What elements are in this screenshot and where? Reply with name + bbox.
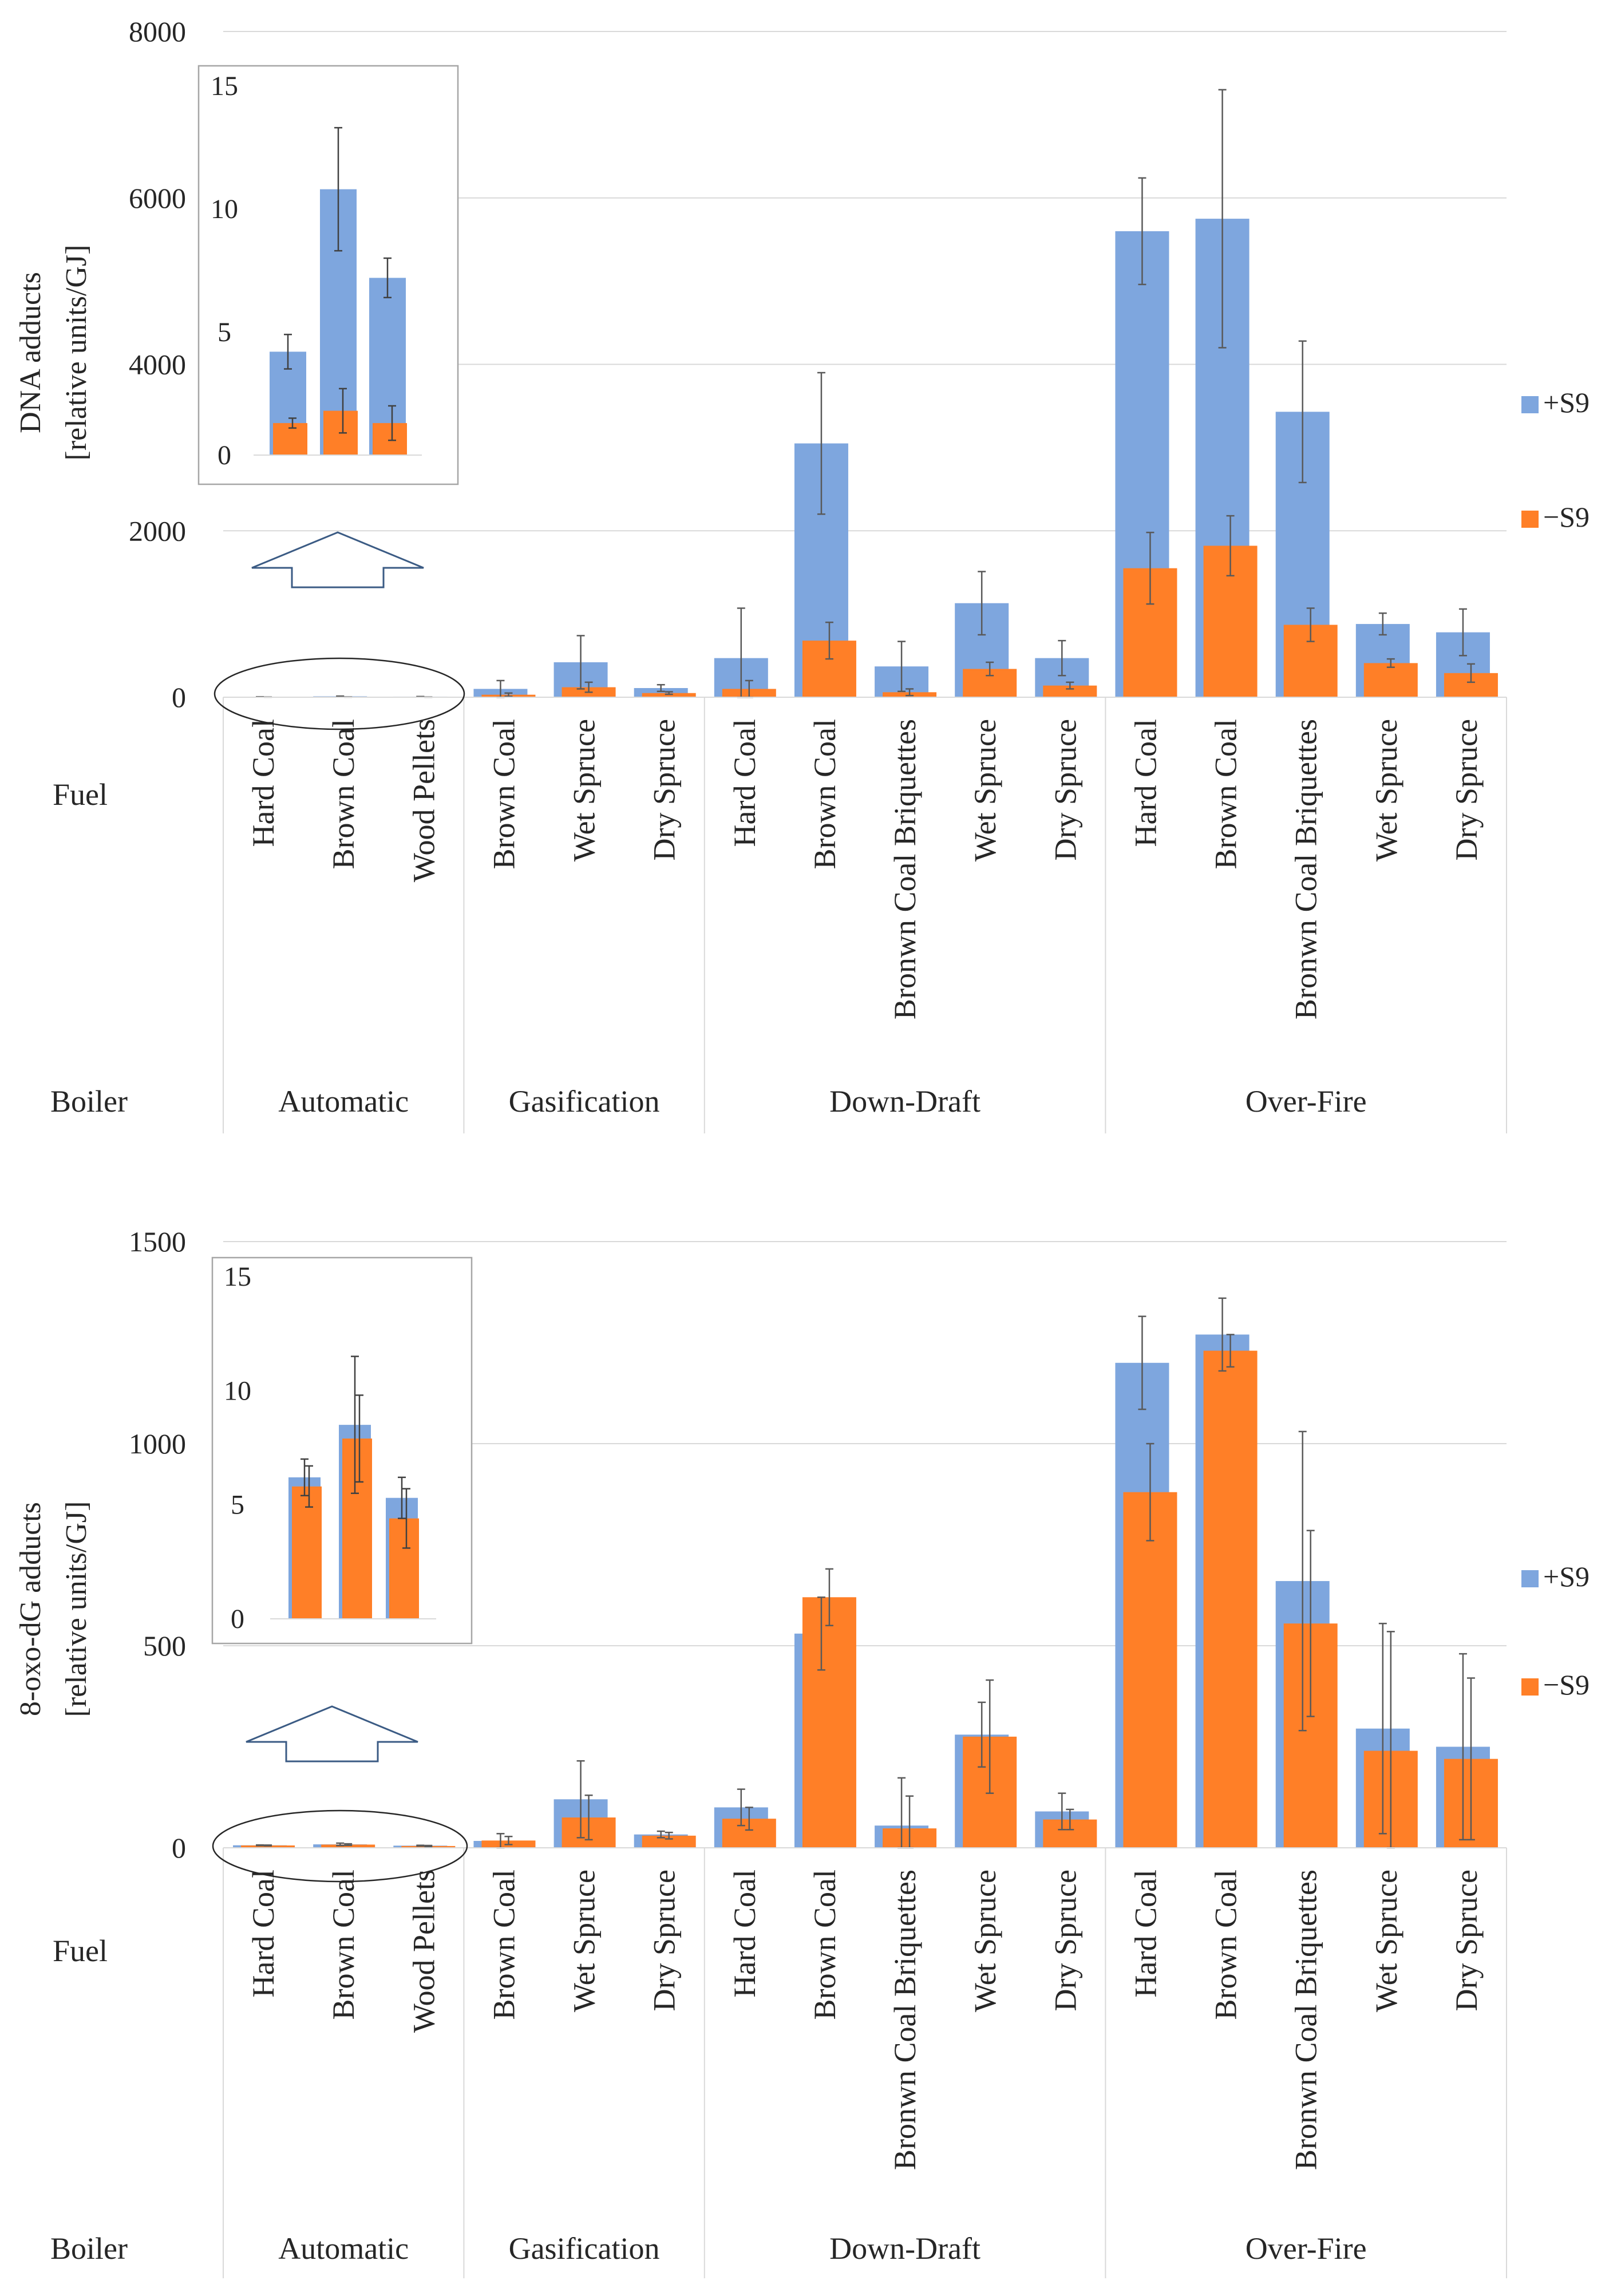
category-label: Brown Coal [326, 1870, 361, 2020]
category-label: Hard Coal [1128, 1870, 1163, 1997]
inset-bar-minus-s9 [389, 1518, 419, 1619]
group-label: Over-Fire [1246, 2231, 1367, 2266]
zoom-ellipse [214, 657, 465, 730]
category-label: Dry Spruce [1449, 1870, 1484, 2011]
category-label: Dry Spruce [647, 719, 682, 860]
y-tick-label: 0 [172, 1832, 186, 1864]
category-label: Bronwn Coal Briquettes [1289, 719, 1323, 1019]
inset-y-tick-label: 15 [224, 1262, 251, 1292]
legend-swatch-plus [1521, 1570, 1539, 1587]
y-tick-label: 4000 [129, 349, 186, 381]
category-label: Brown Coal [487, 1870, 521, 2020]
y-tick-label: 6000 [129, 182, 186, 214]
fuel-row-label: Fuel [53, 1934, 108, 1968]
y-tick-label: 0 [172, 681, 186, 713]
fuel-row-label: Fuel [53, 777, 108, 812]
category-label: Hard Coal [728, 1870, 762, 1997]
category-label: Hard Coal [728, 719, 762, 847]
inset-chart: 0 5 10 15 [197, 65, 459, 485]
inset-y-tick-label: 10 [211, 194, 238, 224]
category-label: Dry Spruce [1048, 1870, 1082, 2011]
legend-label-plus: +S9 [1543, 1560, 1590, 1592]
group-label: Gasification [509, 1084, 660, 1119]
y-tick-label: 8000 [129, 15, 186, 48]
inset-bar-minus-s9 [373, 423, 407, 455]
category-label: Wet Spruce [968, 1870, 1002, 2012]
y-axis-label-line1: DNA adducts [14, 272, 47, 433]
y-axis-label-line2: [relative units/GJ] [60, 245, 93, 461]
y-axis-label-line2: [relative units/GJ] [60, 1501, 93, 1717]
legend-swatch-plus [1521, 396, 1539, 413]
category-label: Wet Spruce [567, 719, 602, 862]
group-label: Automatic [278, 2231, 409, 2266]
inset-y-tick-label: 15 [211, 71, 238, 101]
bar-minus-s9 [1363, 663, 1418, 697]
category-label: Wet Spruce [968, 719, 1002, 862]
category-label: Bronwn Coal Briquettes [1289, 1870, 1323, 2170]
category-label: Brown Coal [808, 1870, 842, 2020]
y-tick-label: 2000 [129, 515, 186, 547]
y-axis-label: DNA adducts [relative units/GJ] [14, 245, 93, 461]
bar-minus-s9 [321, 1844, 375, 1848]
legend-label-plus: +S9 [1543, 386, 1590, 418]
y-tick-label: 1500 [129, 1226, 186, 1258]
inset-y-tick-label: 0 [218, 440, 231, 471]
inset-y-tick-label: 10 [224, 1376, 251, 1406]
category-label: Hard Coal [246, 719, 280, 847]
category-label: Wet Spruce [567, 1870, 602, 2012]
legend-label-minus: −S9 [1543, 1669, 1590, 1701]
inset-y-tick-label: 0 [231, 1604, 244, 1634]
category-label: Bronwn Coal Briquettes [888, 1870, 922, 2170]
bar-minus-s9 [1203, 1350, 1258, 1848]
zoom-ellipse [212, 1809, 468, 1883]
group-label: Automatic [278, 1084, 409, 1119]
category-label: Wet Spruce [1369, 1870, 1403, 2012]
zoom-arrow-icon [251, 531, 424, 588]
bar-minus-s9 [642, 693, 696, 697]
category-label: Hard Coal [246, 1870, 280, 1997]
legend-swatch-minus [1521, 1678, 1539, 1696]
y-tick-label: 500 [143, 1630, 186, 1662]
category-label: Bronwn Coal Briquettes [888, 719, 922, 1019]
group-label: Down-Draft [829, 1084, 980, 1119]
bar-minus-s9 [1123, 1492, 1177, 1848]
category-label: Dry Spruce [1449, 719, 1484, 860]
bar-minus-s9 [1043, 685, 1097, 697]
category-label: Brown Coal [1209, 719, 1243, 870]
category-label: Wood Pellets [406, 1870, 441, 2033]
boiler-row-label: Boiler [50, 2231, 128, 2266]
bar-minus-s9 [241, 1845, 295, 1848]
boiler-row-label: Boiler [50, 1084, 128, 1119]
y-axis-label: 8-oxo-dG adducts [relative units/GJ] [14, 1501, 93, 1717]
category-label: Brown Coal [808, 719, 842, 870]
oxo-dg-adducts-chart: 0 500 1000 1500 8-oxo-dG adducts [relative un… [14, 1226, 1590, 2278]
bar-minus-s9 [642, 1835, 696, 1848]
inset-y-tick-label: 5 [231, 1490, 244, 1520]
y-tick-label: 1000 [129, 1428, 186, 1460]
inset-y-tick-label: 5 [218, 317, 231, 347]
legend-swatch-minus [1521, 511, 1539, 528]
category-label: Dry Spruce [647, 1870, 682, 2011]
category-label: Dry Spruce [1048, 719, 1082, 860]
category-label: Brown Coal [1209, 1870, 1243, 2020]
group-label: Down-Draft [829, 2231, 980, 2266]
category-label: Wet Spruce [1369, 719, 1403, 862]
inset-bar-minus-s9 [292, 1486, 322, 1619]
category-label: Brown Coal [326, 719, 361, 870]
category-label: Brown Coal [487, 719, 521, 870]
group-label: Over-Fire [1246, 1084, 1367, 1119]
inset-bar-minus-s9 [342, 1439, 372, 1619]
category-label: Hard Coal [1128, 719, 1163, 847]
zoom-arrow-icon [246, 1705, 418, 1762]
bar-minus-s9 [802, 1597, 856, 1848]
group-label: Gasification [509, 2231, 660, 2266]
y-axis-label-line1: 8-oxo-dG adducts [14, 1502, 47, 1716]
legend-label-minus: −S9 [1543, 501, 1590, 533]
category-label: Wood Pellets [406, 719, 441, 882]
inset-chart: 0 5 10 15 [211, 1256, 473, 1645]
dna-adducts-chart: 0 2000 4000 6000 8000 DNA adducts [relative un… [14, 15, 1590, 1133]
